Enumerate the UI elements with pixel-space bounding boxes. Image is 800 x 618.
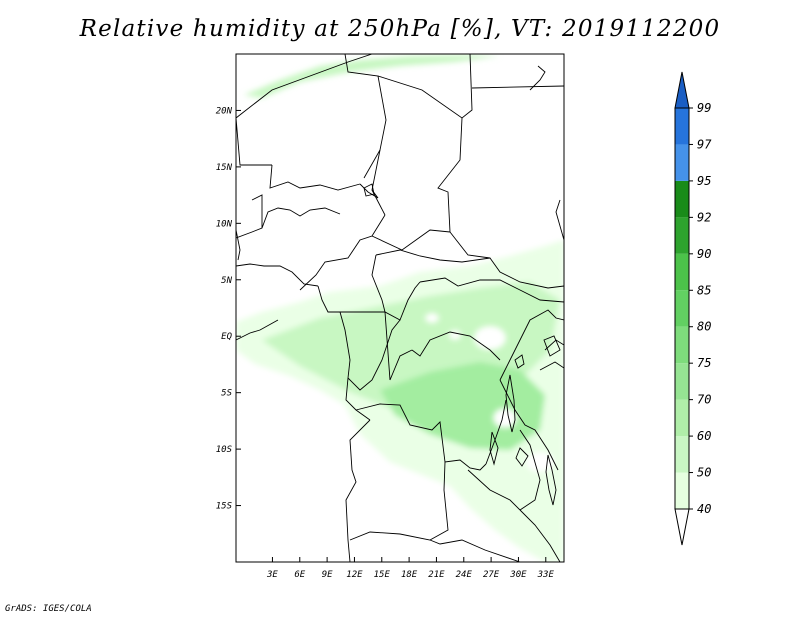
lat-tick-label: 5S — [221, 389, 232, 399]
colorbar-label: 92 — [697, 210, 711, 224]
lon-tick-label: 24E — [456, 570, 473, 580]
colorbar-label: 70 — [697, 393, 711, 407]
map-title: Relative humidity at 250hPa [%], VT: 201… — [79, 16, 721, 42]
lon-tick-label: 15E — [374, 570, 391, 580]
colorbar-arrow-high — [674, 71, 690, 109]
map-frame — [235, 53, 565, 563]
lon-tick-label: 18E — [401, 570, 418, 580]
colorbar-label: 97 — [697, 137, 712, 151]
lon-tick-label: 21E — [428, 570, 445, 580]
colorbar-segment — [675, 180, 689, 218]
lon-tick-label: 27E — [483, 570, 500, 580]
colorbar-label: 80 — [697, 320, 711, 334]
lat-tick-label: 15S — [216, 502, 233, 512]
lon-tick-label: 6E — [294, 570, 305, 580]
colorbar-segment — [675, 399, 689, 437]
colorbar-segment — [675, 290, 689, 327]
colorbar-segment — [675, 472, 689, 509]
colorbar-frame — [674, 107, 690, 510]
latitude-axis: 20N 15N 10N 5N EQ 5S 10S 15S — [216, 106, 241, 512]
lon-tick-label: 9E — [322, 570, 333, 580]
lat-tick-label: 10N — [216, 219, 233, 229]
colorbar-label: 50 — [697, 466, 711, 480]
colorbar-segment — [675, 326, 689, 364]
colorbar-segment — [675, 436, 689, 473]
lat-tick-label: 15N — [216, 163, 233, 173]
lon-tick-label: 33E — [537, 570, 555, 580]
lat-tick-label: 10S — [216, 445, 233, 455]
colorbar-segment — [675, 108, 689, 145]
longitude-axis: 3E 6E 9E 12E 15E 18E 21E 24E 27E 30E 33E — [266, 557, 554, 580]
colorbar-arrow-low — [674, 508, 690, 546]
humidity-region-north — [244, 55, 500, 98]
grads-credit: GrADS: IGES/COLA — [5, 604, 92, 614]
colorbar: 40 50 60 70 75 80 85 90 92 95 97 99 — [674, 71, 712, 546]
colorbar-label: 95 — [697, 174, 711, 188]
lon-tick-label: 3E — [266, 570, 278, 580]
colorbar-label: 99 — [697, 101, 711, 115]
colorbar-label: 90 — [697, 247, 711, 261]
colorbar-segment — [675, 217, 689, 254]
lat-tick-label: 5N — [221, 276, 232, 286]
colorbar-segment — [675, 363, 689, 400]
lat-tick-label: 20N — [216, 106, 233, 116]
colorbar-segment — [675, 144, 689, 181]
lat-tick-label: EQ — [221, 332, 232, 342]
lon-tick-label: 12E — [346, 570, 363, 580]
colorbar-label: 75 — [697, 356, 711, 370]
colorbar-label: 40 — [697, 502, 711, 516]
lakes — [363, 183, 561, 506]
humidity-shading — [236, 55, 564, 562]
colorbar-label: 85 — [697, 283, 711, 297]
colorbar-label: 60 — [697, 429, 711, 443]
colorbar-segment — [675, 253, 689, 291]
lon-tick-label: 30E — [509, 570, 527, 580]
country-borders — [236, 54, 564, 562]
